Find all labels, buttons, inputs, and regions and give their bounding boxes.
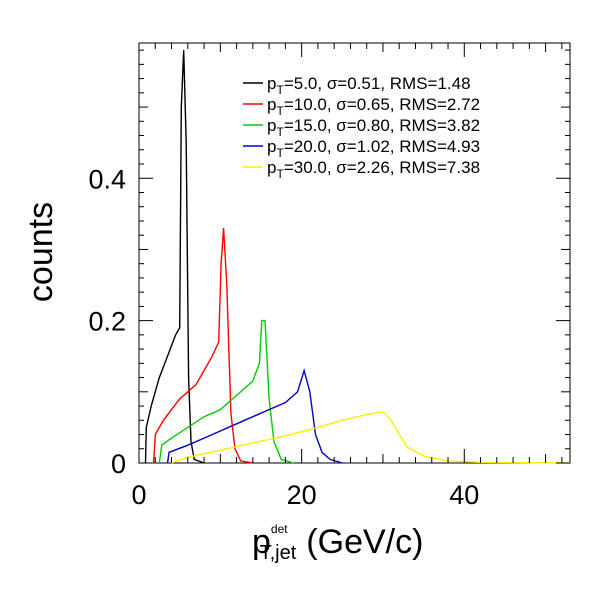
y-tick-label: 0.4: [88, 164, 126, 194]
plot-border: [138, 42, 571, 464]
x-axis-title-sub: T,jet: [260, 542, 297, 564]
series-line-1: [144, 50, 205, 464]
legend-text-rest: =15.0, σ=0.80, RMS=3.82: [284, 116, 480, 135]
legend-text-rest: =20.0, σ=1.02, RMS=4.93: [284, 137, 480, 156]
legend-text-sub: T: [276, 125, 284, 139]
y-axis-title: counts: [22, 202, 60, 302]
series-line-4: [166, 367, 343, 464]
x-tick-label: 20: [287, 480, 317, 510]
legend-text-rest: =5.0, σ=0.51, RMS=1.48: [284, 74, 471, 93]
x-tick-label: 40: [449, 480, 479, 510]
series-line-3: [158, 319, 294, 464]
legend-text-rest: =10.0, σ=0.65, RMS=2.72: [284, 95, 480, 114]
legend-entry-2: pT=10.0, σ=0.65, RMS=2.72: [267, 95, 480, 118]
legend-text-sub: T: [276, 83, 284, 97]
y-tick-label: 0.2: [88, 307, 126, 337]
series-layer: [144, 50, 571, 464]
series-line-2: [152, 228, 253, 464]
legend-text-lead: p: [267, 74, 276, 93]
legend-text-lead: p: [267, 158, 276, 177]
legend-text-lead: p: [267, 95, 276, 114]
x-axis-title-unit: (GeV/c): [306, 523, 423, 561]
legend-text-sub: T: [276, 146, 284, 160]
legend-text-lead: p: [267, 116, 276, 135]
plot-frame: [138, 42, 571, 464]
legend-text-lead: p: [267, 137, 276, 156]
x-tick-label: 0: [131, 480, 146, 510]
legend-entry-5: pT=30.0, σ=2.26, RMS=7.38: [267, 158, 480, 181]
x-axis-title-base: p: [252, 523, 271, 561]
y-tick-label: 0: [111, 449, 126, 479]
axis-ticks: 0 20 40 0 0.2 0.4: [88, 43, 570, 510]
x-axis-title: pdet T,jet (GeV/c): [252, 522, 423, 564]
legend-entry-3: pT=15.0, σ=0.80, RMS=3.82: [267, 116, 480, 139]
legend-text-sub: T: [276, 167, 284, 181]
legend-entry-4: pT=20.0, σ=1.02, RMS=4.93: [267, 137, 480, 160]
legend-entry-1: pT=5.0, σ=0.51, RMS=1.48: [267, 74, 471, 97]
series-line-5: [171, 410, 571, 464]
legend-text-rest: =30.0, σ=2.26, RMS=7.38: [284, 158, 480, 177]
x-axis-title-sup: det: [271, 522, 288, 536]
legend-text-sub: T: [276, 104, 284, 118]
